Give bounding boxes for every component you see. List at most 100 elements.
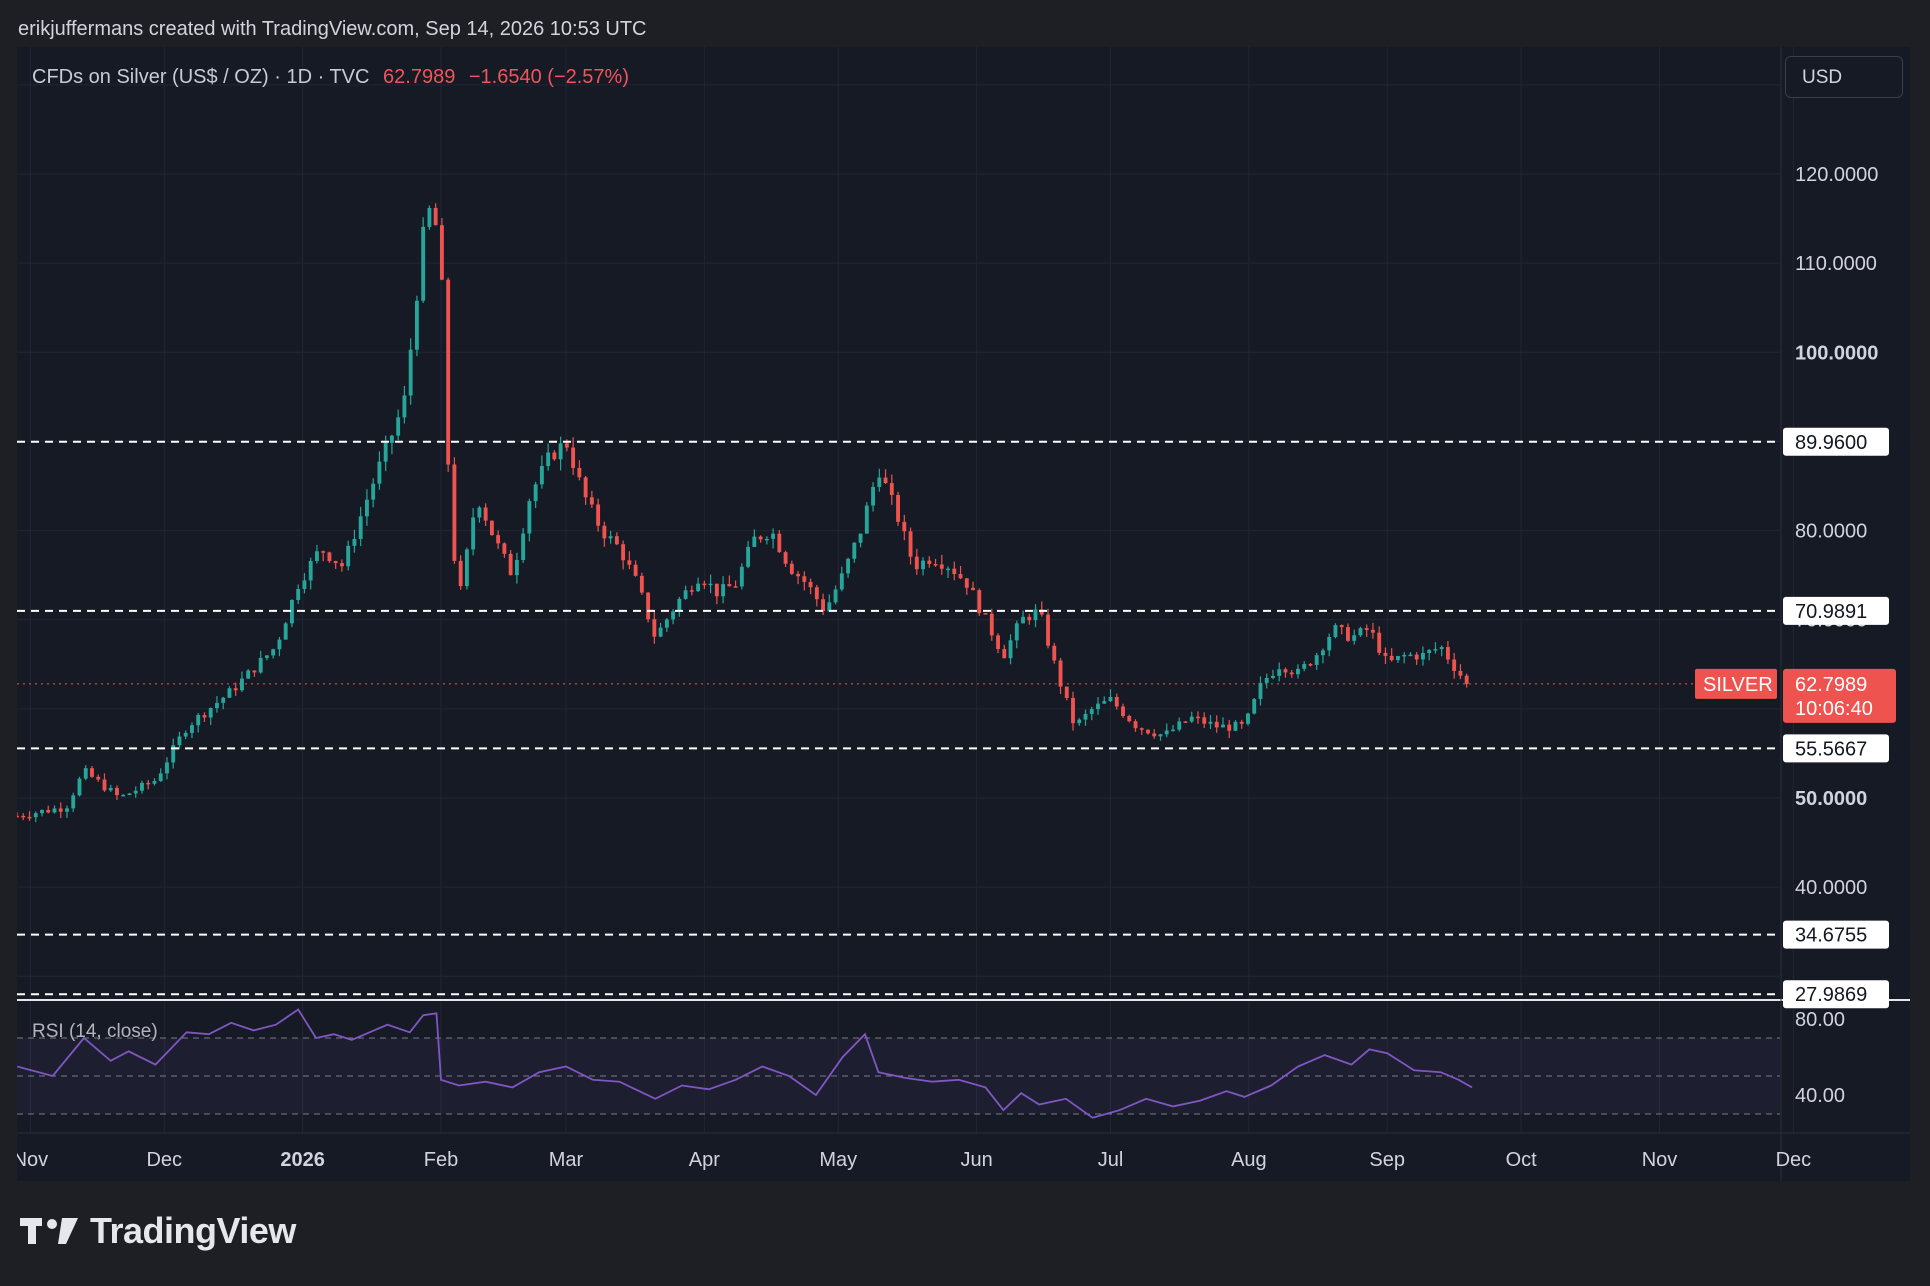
candle-down: [1339, 625, 1344, 628]
candle-down: [1064, 686, 1069, 698]
candle-down: [202, 715, 207, 718]
candle-down: [1152, 733, 1157, 737]
level-price-label-bg: [1783, 427, 1889, 456]
candle-up: [171, 745, 176, 763]
candle-up: [1302, 664, 1307, 669]
candle-up: [683, 590, 688, 599]
time-axis-label: 2026: [280, 1149, 325, 1171]
candle-down: [902, 521, 907, 532]
symbol-badge-bg: [1695, 668, 1777, 699]
currency-button[interactable]: USD: [1785, 56, 1903, 98]
candle-up: [1189, 716, 1194, 722]
candle-up: [371, 483, 376, 500]
candle-up: [946, 568, 950, 571]
candle-up: [1352, 635, 1357, 641]
candle-down: [883, 477, 888, 484]
candle-up: [1433, 649, 1438, 651]
candle-down: [952, 568, 957, 575]
candle-up: [539, 466, 544, 485]
candle-down: [652, 619, 657, 637]
time-axis-label: Apr: [689, 1149, 720, 1171]
candle-down: [927, 560, 932, 565]
candle-up: [464, 549, 469, 587]
time-axis-label: Dec: [146, 1149, 182, 1171]
candle-up: [721, 584, 726, 597]
candle-up: [71, 795, 76, 809]
candle-up: [1252, 699, 1257, 714]
level-price-label-bg: [1783, 980, 1889, 1009]
candle-up: [1420, 653, 1425, 660]
candle-down: [233, 688, 238, 691]
chart-svg[interactable]: 120.0000110.0000100.000080.000070.000050…: [17, 47, 1910, 1181]
candle-down: [783, 552, 788, 564]
last-price-badge-value: 62.7989: [1795, 674, 1867, 696]
candle-down: [1196, 716, 1200, 719]
candle-up: [546, 452, 551, 467]
candle-up: [352, 538, 357, 546]
candle-down: [733, 586, 738, 588]
chart-area[interactable]: 120.0000110.0000100.000080.000070.000050…: [17, 47, 1910, 1181]
candle-up: [158, 773, 163, 782]
candle-down: [1414, 654, 1419, 660]
candle-down: [102, 779, 107, 791]
candle-down: [1002, 649, 1007, 659]
candle-up: [696, 583, 701, 592]
candle-up: [527, 501, 532, 534]
candle-up: [852, 542, 857, 559]
candle-down: [483, 507, 488, 521]
candle-up: [1033, 609, 1038, 621]
candle-down: [996, 635, 1000, 650]
chart-attribution: erikjuffermans created with TradingView.…: [18, 18, 647, 40]
candle-down: [1133, 721, 1138, 729]
candle-up: [739, 566, 744, 587]
candle-down: [1389, 655, 1394, 661]
candle-up: [839, 573, 844, 590]
candle-down: [602, 525, 607, 539]
candle-up: [1233, 721, 1238, 731]
level-price-label: 27.9869: [1795, 984, 1867, 1006]
candle-down: [1371, 629, 1375, 633]
candle-up: [140, 782, 144, 791]
candle-up: [1108, 696, 1113, 702]
candle-down: [1346, 627, 1350, 641]
candle-down: [727, 584, 732, 587]
level-price-label-bg: [1783, 596, 1889, 625]
candle-down: [508, 553, 513, 576]
candle-up: [152, 781, 157, 784]
candle-down: [496, 535, 501, 544]
candle-down: [1039, 609, 1044, 615]
candle-up: [246, 670, 251, 679]
candle-down: [808, 581, 813, 588]
candle-down: [939, 564, 944, 569]
candle-down: [802, 576, 807, 582]
candle-down: [1146, 729, 1150, 734]
candle-up: [746, 546, 751, 567]
candle-down: [27, 816, 32, 819]
candle-up: [1246, 713, 1250, 724]
time-axis-label: Feb: [424, 1149, 458, 1171]
candle-up: [1021, 616, 1025, 624]
candle-up: [608, 536, 613, 539]
candle-up: [165, 762, 169, 774]
candle-up: [421, 226, 426, 301]
tradingview-logo: TradingView: [20, 1210, 296, 1252]
candle-down: [321, 551, 326, 553]
last-price-badge-bg: [1783, 668, 1896, 723]
candle-up: [215, 702, 219, 709]
candle-down: [1464, 675, 1469, 684]
candle-down: [689, 590, 694, 592]
candle-up: [771, 533, 776, 539]
price-axis-label: 100.0000: [1795, 342, 1878, 364]
candle-down: [577, 467, 582, 478]
candle-down: [758, 536, 763, 540]
time-axis-label: Nov: [1642, 1149, 1678, 1171]
candle-up: [377, 461, 382, 484]
candle-up: [308, 560, 313, 581]
candle-up: [108, 787, 113, 791]
candle-down: [1139, 728, 1144, 730]
candle-up: [533, 484, 538, 502]
candle-up: [664, 619, 669, 628]
time-axis-label: Nov: [17, 1149, 48, 1171]
candle-down: [1283, 669, 1288, 673]
candle-down: [821, 599, 826, 612]
